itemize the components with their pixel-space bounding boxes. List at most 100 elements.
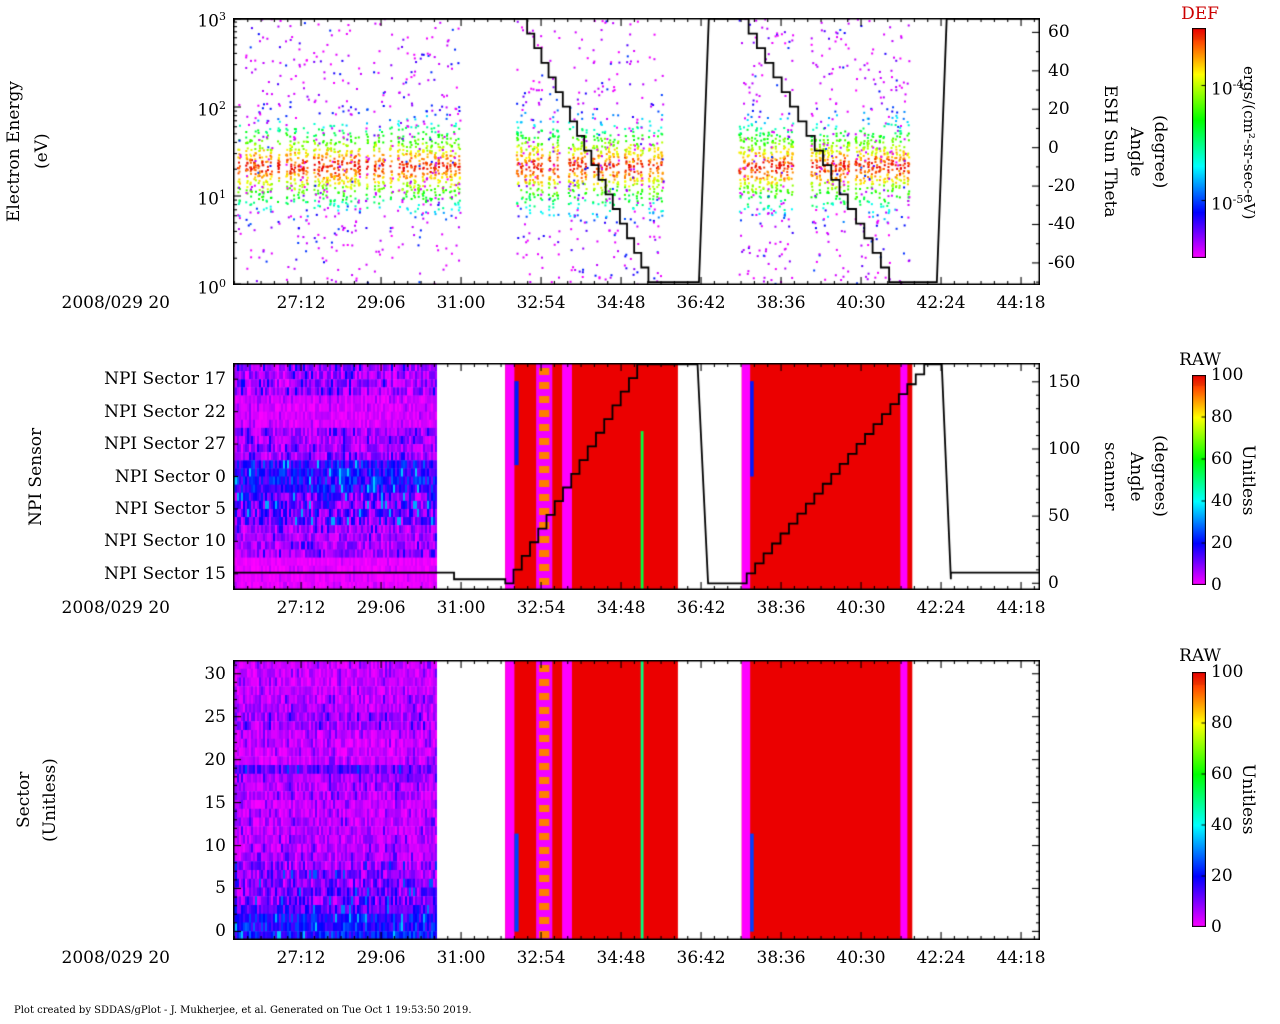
x-tick-label: 40:30 bbox=[836, 598, 886, 618]
electron-energy-axis-title-line1: Electron Energy bbox=[4, 81, 24, 223]
right-tick-label: 0 bbox=[1048, 137, 1059, 158]
x-tick-label: 27:12 bbox=[276, 948, 326, 968]
npi-sensor-spectrogram-canvas bbox=[233, 363, 1040, 590]
y-tick-label: 15 bbox=[204, 792, 226, 813]
x-tick-label: 27:12 bbox=[276, 293, 326, 313]
x-tick-label: 42:24 bbox=[916, 598, 966, 618]
x-tick-label: 34:48 bbox=[596, 948, 646, 968]
x-tick-label: 31:00 bbox=[436, 948, 486, 968]
sector-spectrogram-canvas bbox=[233, 660, 1040, 940]
x-tick-label: 38:36 bbox=[756, 293, 806, 313]
y-tick-label: 100 bbox=[197, 277, 226, 299]
raw-colorbar-title-bottom: RAW bbox=[1179, 646, 1221, 666]
x-tick-label: 44:18 bbox=[996, 598, 1046, 618]
y-tick-label: 5 bbox=[215, 878, 226, 899]
electron-energy-axis-title-line2: (eV) bbox=[32, 133, 52, 170]
colorbar-tick-label: 60 bbox=[1211, 764, 1233, 784]
y-tick-label: 0 bbox=[215, 921, 226, 942]
x-axis-date-label: 2008/029 20 bbox=[61, 948, 170, 968]
row-label: NPI Sector 15 bbox=[104, 563, 226, 584]
colorbar-tick-label: 10-4 bbox=[1211, 77, 1244, 100]
x-tick-label: 38:36 bbox=[756, 598, 806, 618]
y-tick-label: 103 bbox=[197, 10, 226, 32]
sector-axis-title-line1: Sector bbox=[14, 771, 34, 829]
x-tick-label: 29:06 bbox=[356, 598, 406, 618]
electron-energy-spectrogram-canvas bbox=[233, 18, 1040, 285]
colorbar-tick-label: 80 bbox=[1211, 407, 1233, 427]
colorbar-tick-label: 100 bbox=[1211, 662, 1244, 682]
colorbar-tick-label: 100 bbox=[1211, 365, 1244, 385]
colorbar-tick-label: 60 bbox=[1211, 449, 1233, 469]
row-label: NPI Sector 5 bbox=[114, 498, 226, 519]
colorbar-tick-label: 0 bbox=[1211, 917, 1222, 937]
right-tick-label: -60 bbox=[1048, 252, 1076, 273]
scanner-angle-axis-label-line3: (degrees) bbox=[1150, 435, 1170, 518]
colorbar-tick-label: 20 bbox=[1211, 866, 1233, 886]
raw-colorbar-title-middle: RAW bbox=[1179, 350, 1221, 370]
x-tick-label: 36:42 bbox=[676, 598, 726, 618]
x-tick-label: 42:24 bbox=[916, 293, 966, 313]
right-tick-label: -40 bbox=[1048, 214, 1076, 235]
y-tick-label: 101 bbox=[197, 188, 226, 210]
y-tick-label: 10 bbox=[204, 835, 226, 856]
colorbar-tick-label: 10-5 bbox=[1211, 192, 1244, 215]
raw-colorbar-canvas-middle bbox=[1192, 375, 1206, 585]
y-tick-label: 25 bbox=[204, 706, 226, 727]
right-tick-label: 60 bbox=[1048, 22, 1070, 43]
def-colorbar-title: DEF bbox=[1181, 4, 1219, 24]
colorbar-tick-label: 0 bbox=[1211, 575, 1222, 595]
right-tick-label: 40 bbox=[1048, 60, 1070, 81]
x-tick-label: 36:42 bbox=[676, 293, 726, 313]
sun-theta-axis-label-line1: ESH Sun Theta bbox=[1100, 85, 1120, 218]
raw-colorbar-canvas-bottom bbox=[1192, 672, 1206, 927]
sun-theta-axis-label-line3: (degree) bbox=[1150, 114, 1170, 189]
x-tick-label: 31:00 bbox=[436, 293, 486, 313]
right-tick-label: 0 bbox=[1048, 573, 1059, 594]
x-tick-label: 38:36 bbox=[756, 948, 806, 968]
def-colorbar-canvas bbox=[1192, 28, 1206, 258]
right-tick-label: 20 bbox=[1048, 99, 1070, 120]
x-tick-label: 31:00 bbox=[436, 598, 486, 618]
colorbar-tick-label: 20 bbox=[1211, 533, 1233, 553]
colorbar-tick-label: 40 bbox=[1211, 815, 1233, 835]
colorbar-tick-label: 40 bbox=[1211, 491, 1233, 511]
y-tick-label: 30 bbox=[204, 663, 226, 684]
right-tick-label: 50 bbox=[1048, 506, 1070, 527]
x-tick-label: 32:54 bbox=[516, 948, 566, 968]
row-label: NPI Sector 0 bbox=[114, 466, 226, 487]
row-label: NPI Sector 17 bbox=[104, 369, 226, 390]
x-tick-label: 36:42 bbox=[676, 948, 726, 968]
def-colorbar-unit-label: ergs/(cm²-sr-sec-eV) bbox=[1240, 66, 1258, 220]
x-tick-label: 40:30 bbox=[836, 293, 886, 313]
x-tick-label: 34:48 bbox=[596, 293, 646, 313]
npi-sensor-axis-title: NPI Sensor bbox=[26, 427, 46, 526]
x-tick-label: 32:54 bbox=[516, 598, 566, 618]
y-tick-label: 102 bbox=[197, 99, 226, 121]
plot-credit: Plot created by SDDAS/gPlot - J. Mukherj… bbox=[14, 1005, 472, 1016]
y-tick-label: 20 bbox=[204, 749, 226, 770]
x-tick-label: 29:06 bbox=[356, 948, 406, 968]
raw-colorbar-unit-label-bottom: Unitless bbox=[1238, 764, 1258, 835]
x-tick-label: 44:18 bbox=[996, 948, 1046, 968]
sun-theta-axis-label-line2: Angle bbox=[1126, 126, 1146, 177]
x-axis-date-label: 2008/029 20 bbox=[61, 293, 170, 313]
x-tick-label: 42:24 bbox=[916, 948, 966, 968]
row-label: NPI Sector 22 bbox=[104, 401, 226, 422]
x-tick-label: 29:06 bbox=[356, 293, 406, 313]
x-tick-label: 34:48 bbox=[596, 598, 646, 618]
x-tick-label: 40:30 bbox=[836, 948, 886, 968]
right-tick-label: 100 bbox=[1048, 438, 1081, 459]
raw-colorbar-unit-label-middle: Unitless bbox=[1238, 444, 1258, 516]
scanner-angle-axis-label-line2: Angle bbox=[1126, 451, 1146, 502]
right-tick-label: -20 bbox=[1048, 176, 1076, 197]
x-tick-label: 32:54 bbox=[516, 293, 566, 313]
right-tick-label: 150 bbox=[1048, 371, 1081, 392]
row-label: NPI Sector 27 bbox=[104, 434, 226, 455]
sector-axis-title-line2: (Unitless) bbox=[40, 758, 60, 842]
x-tick-label: 27:12 bbox=[276, 598, 326, 618]
x-tick-label: 44:18 bbox=[996, 293, 1046, 313]
row-label: NPI Sector 10 bbox=[104, 531, 226, 552]
x-axis-date-label: 2008/029 20 bbox=[61, 598, 170, 618]
scanner-angle-axis-label-line1: scanner bbox=[1100, 442, 1120, 511]
